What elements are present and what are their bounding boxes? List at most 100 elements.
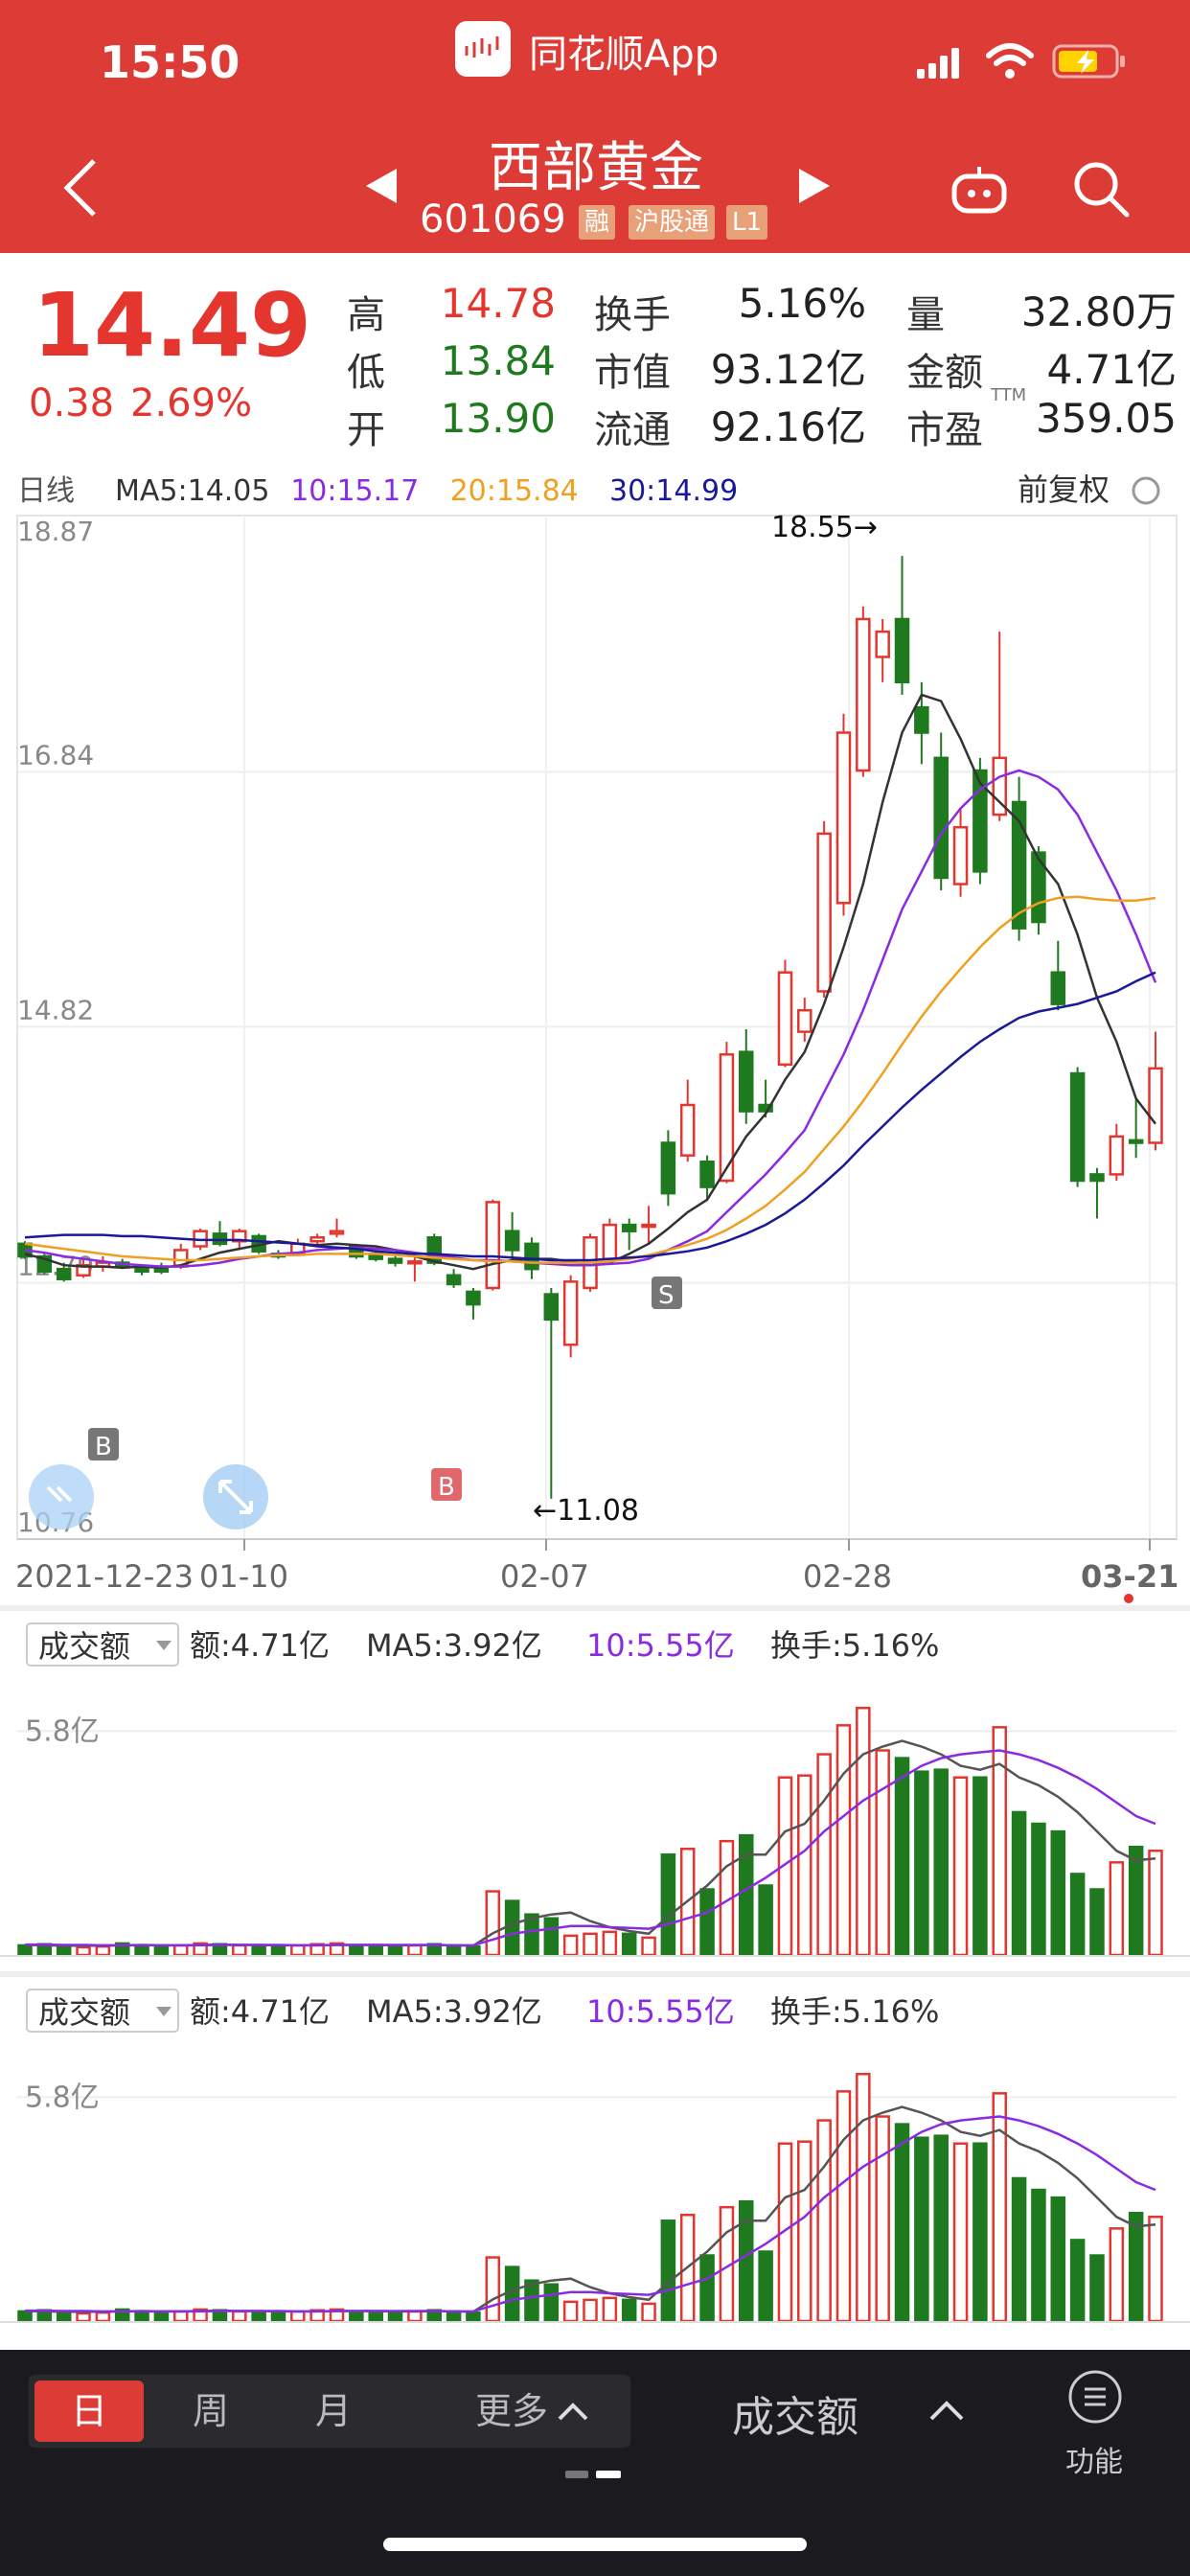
back-button[interactable] <box>56 153 103 220</box>
trade-marker-label-1: B <box>438 1473 455 1502</box>
volume-bar <box>621 1932 637 1957</box>
volume-bar <box>1011 2176 1027 2323</box>
quote-panel: 14.49 0.38 2.69% 高 14.78 换手 5.16% 量 32.80万低 13… <box>0 253 1190 454</box>
volume-bar <box>1148 1850 1163 1957</box>
volume-bar <box>485 2256 501 2323</box>
volume-bar <box>914 1770 929 1957</box>
volume-dropdown-icon-0 <box>156 1641 172 1650</box>
volume-bar <box>387 2311 403 2323</box>
candle-body <box>973 769 988 873</box>
candle-body <box>407 1260 423 1265</box>
volume-bar <box>1069 1873 1086 1957</box>
page-dot-active <box>596 2471 621 2478</box>
signal-icon <box>915 46 965 80</box>
candle-body <box>466 1290 481 1306</box>
volume-bar <box>1050 2196 1066 2323</box>
app-logo-icon <box>455 21 511 77</box>
candle-body <box>835 731 852 905</box>
current-price: 14.49 <box>33 274 312 377</box>
volume-bar <box>933 2134 949 2323</box>
volume-tick-0: 5.8亿 <box>25 1714 100 1748</box>
volume-bar <box>952 2142 969 2323</box>
more-periods-button[interactable]: 更多 <box>475 2390 549 2432</box>
candle-body <box>816 832 832 993</box>
volume-bar <box>660 2220 676 2323</box>
volume-bar <box>699 2254 715 2323</box>
volume-bar <box>1011 1810 1027 1957</box>
robot-assistant-icon[interactable] <box>949 161 1010 217</box>
volume-bar <box>485 1890 501 1957</box>
volume-bar <box>232 2310 247 2323</box>
candle-body <box>504 1230 520 1252</box>
candle-body <box>485 1201 501 1290</box>
ma10-line <box>24 769 1157 1268</box>
volume-bar <box>504 1899 520 1957</box>
candle-body <box>543 1293 560 1322</box>
quote-value-0: 14.78 <box>440 280 556 327</box>
tag-margin: 融 <box>579 205 616 240</box>
volume-bar <box>933 1768 949 1957</box>
trade-marker-label-0: B <box>95 1433 112 1461</box>
candle-body <box>952 826 969 886</box>
indicator-chevron-up-icon[interactable] <box>927 2398 966 2425</box>
trade-marker-1 <box>431 1468 462 1501</box>
function-menu-icon[interactable] <box>1067 2369 1123 2425</box>
collapse-button <box>29 1464 94 1530</box>
quote-label-5: 金额 <box>906 351 983 395</box>
volume-bar <box>290 2310 306 2323</box>
volume-bar <box>816 1753 832 1957</box>
expand-icon <box>218 1480 253 1514</box>
ma-legend-0: MA5:14.05 <box>115 474 269 508</box>
low-annotation: ←11.08 <box>533 1494 639 1528</box>
volume-bar <box>290 1944 306 1957</box>
date-label-1: 01-10 <box>199 1558 288 1595</box>
volume-ma10-0: 10:5.55亿 <box>586 1627 735 1664</box>
search-icon[interactable] <box>1071 159 1131 218</box>
candle-body <box>621 1223 637 1232</box>
trade-marker-0 <box>88 1428 119 1460</box>
volume-bar <box>856 2072 871 2323</box>
quote-value-7: 92.16亿 <box>710 403 866 450</box>
page-dot-inactive <box>565 2471 588 2478</box>
volume-bar <box>914 2136 929 2323</box>
candle-body <box>1109 1135 1125 1176</box>
volume-ma5-1: MA5:3.92亿 <box>366 1993 542 2030</box>
volume-bar <box>835 2090 852 2323</box>
quote-label-3: 低 <box>347 351 385 395</box>
indicator-select-button[interactable]: 成交额 <box>732 2393 858 2442</box>
volume-bar <box>251 2311 266 2323</box>
period-month-button[interactable]: 月 <box>314 2390 352 2432</box>
price-tick-0: 18.87 <box>17 516 94 547</box>
volume-bar <box>992 2092 1008 2323</box>
volume-bar <box>76 2312 91 2323</box>
candle-body <box>232 1230 247 1243</box>
prev-stock-button[interactable] <box>362 165 400 207</box>
trade-marker-2 <box>652 1276 682 1309</box>
candle-body <box>894 617 910 684</box>
volume-bar <box>973 2142 988 2323</box>
volume_ma10-line-1 <box>25 2115 1156 2313</box>
volume-amount-1: 额:4.71亿 <box>190 1993 330 2030</box>
price-tick-1: 16.84 <box>17 739 94 770</box>
ma-legend-3: 30:14.99 <box>609 474 738 508</box>
period-day-button[interactable]: 日 <box>34 2380 144 2442</box>
period-week-button[interactable]: 周 <box>192 2390 229 2432</box>
volume-bar <box>504 2266 520 2323</box>
volume-bar <box>95 2311 111 2323</box>
next-stock-button[interactable] <box>795 165 834 207</box>
trade-marker-label-2: S <box>658 1281 675 1310</box>
volume-bar <box>583 1932 598 1957</box>
volume-bar <box>562 2300 579 2323</box>
volume-tick-1: 5.8亿 <box>25 2081 100 2114</box>
quote-value-8: 359.05 <box>1036 395 1177 442</box>
more-chevron-up-icon <box>556 2398 590 2425</box>
volume-bar <box>56 1944 72 1957</box>
ma20-line <box>24 895 1156 1264</box>
candle-body <box>641 1223 656 1229</box>
volume-bar <box>446 2310 462 2323</box>
quote-label-7: 流通 <box>594 408 671 452</box>
volume-bar <box>17 1944 33 1957</box>
candle-body <box>914 705 929 734</box>
volume-bar <box>95 1944 111 1957</box>
